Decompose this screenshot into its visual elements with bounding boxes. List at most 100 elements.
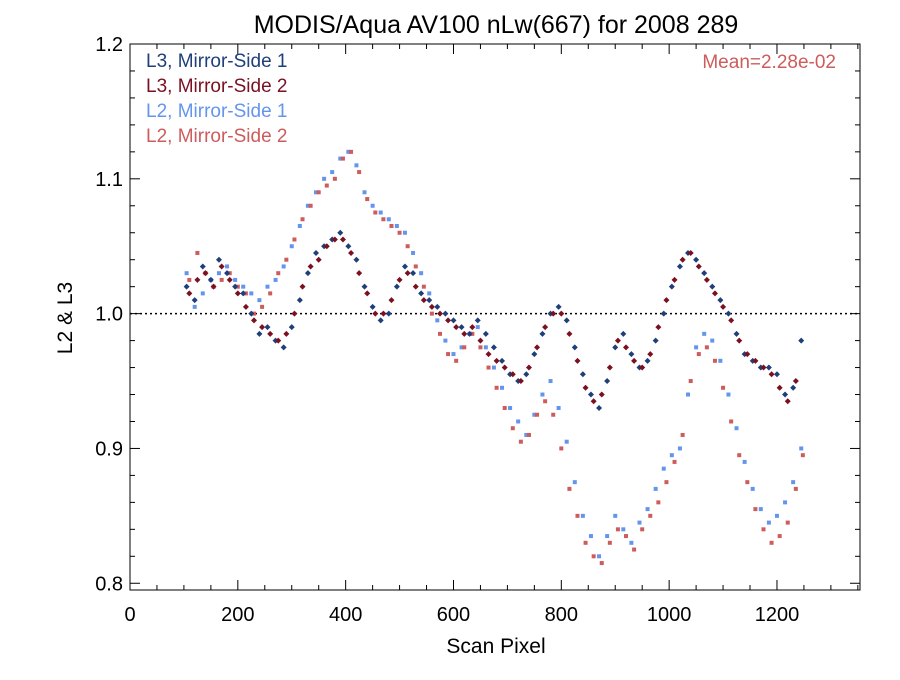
data-point xyxy=(588,534,593,539)
data-point xyxy=(394,224,399,228)
data-point xyxy=(644,357,651,364)
data-point xyxy=(677,446,682,451)
data-point xyxy=(427,291,432,296)
data-point xyxy=(349,149,354,154)
data-point xyxy=(653,486,658,491)
data-point xyxy=(591,554,596,559)
data-point xyxy=(248,310,255,317)
data-point xyxy=(462,345,467,350)
data-point xyxy=(264,324,271,331)
data-point xyxy=(322,176,327,181)
data-point xyxy=(315,256,322,263)
data-point xyxy=(410,270,417,277)
data-point xyxy=(451,352,456,357)
data-point xyxy=(596,405,603,411)
data-point xyxy=(758,507,763,512)
data-point xyxy=(353,256,360,263)
data-point xyxy=(615,527,620,532)
data-point xyxy=(555,303,562,310)
data-point xyxy=(313,249,320,256)
data-point xyxy=(695,263,702,270)
data-point xyxy=(373,210,378,215)
data-point xyxy=(639,364,646,371)
data-point xyxy=(450,317,457,324)
data-point xyxy=(461,330,468,337)
legend-entry: L3, Mirror-Side 1 xyxy=(146,51,288,72)
data-point xyxy=(647,351,654,358)
data-point xyxy=(475,325,480,330)
plot-border xyxy=(129,43,861,591)
y-tick-label: 0.8 xyxy=(95,573,123,595)
data-point xyxy=(412,283,419,290)
data-point xyxy=(265,284,270,289)
data-point xyxy=(516,419,521,424)
data-point xyxy=(559,446,564,451)
data-point xyxy=(721,385,726,390)
data-point xyxy=(579,371,586,378)
x-tick-label: 0 xyxy=(124,604,135,626)
data-point xyxy=(572,480,577,485)
data-point xyxy=(656,500,661,505)
data-point xyxy=(688,379,693,384)
y-tick-label: 1.0 xyxy=(95,304,123,326)
data-point xyxy=(454,358,459,363)
data-point xyxy=(396,276,403,283)
data-point xyxy=(195,250,200,255)
series-l2-mirror-side-1 xyxy=(184,149,804,559)
data-point xyxy=(725,310,732,317)
data-point xyxy=(551,412,556,417)
data-point xyxy=(637,520,642,525)
data-point xyxy=(435,318,440,323)
data-point xyxy=(761,527,766,532)
series-l3-mirror-side-1 xyxy=(183,229,805,411)
data-point xyxy=(357,170,362,175)
data-point xyxy=(281,264,286,269)
data-point xyxy=(614,337,621,344)
data-point xyxy=(386,217,391,222)
data-point xyxy=(308,203,313,208)
data-point xyxy=(345,243,352,250)
data-point xyxy=(525,364,532,371)
data-point xyxy=(628,351,635,358)
data-point xyxy=(485,351,492,358)
data-point xyxy=(426,297,433,304)
data-point xyxy=(587,391,594,398)
data-point xyxy=(299,283,306,290)
data-point xyxy=(337,229,344,236)
data-point xyxy=(793,486,798,491)
data-point xyxy=(774,513,779,518)
data-point xyxy=(305,203,310,208)
data-point xyxy=(624,534,629,539)
data-point xyxy=(226,276,233,283)
data-point xyxy=(429,311,434,316)
legend-entry: L2, Mirror-Side 2 xyxy=(146,126,288,147)
data-point xyxy=(458,324,465,331)
data-point xyxy=(661,466,666,471)
data-point xyxy=(598,391,605,398)
legend-entry: L2, Mirror-Side 1 xyxy=(146,101,288,122)
data-point xyxy=(401,263,408,270)
data-point xyxy=(652,337,659,344)
data-point xyxy=(597,554,602,559)
data-point xyxy=(702,331,707,336)
data-point xyxy=(207,276,214,283)
data-point xyxy=(745,480,750,485)
data-point xyxy=(215,256,222,263)
data-point xyxy=(411,250,416,255)
data-point xyxy=(566,330,573,337)
data-point xyxy=(791,480,796,485)
y-tick-label: 1.2 xyxy=(95,34,123,56)
data-point xyxy=(583,540,588,545)
data-point xyxy=(187,277,192,282)
data-point xyxy=(703,276,710,283)
data-point xyxy=(663,297,670,304)
data-point xyxy=(356,270,363,277)
data-point xyxy=(289,244,294,249)
data-point xyxy=(518,439,523,444)
data-point xyxy=(543,399,548,404)
data-point xyxy=(332,176,337,181)
data-point xyxy=(339,236,346,243)
data-point xyxy=(574,357,581,364)
data-point xyxy=(288,324,295,331)
data-point xyxy=(284,257,289,262)
